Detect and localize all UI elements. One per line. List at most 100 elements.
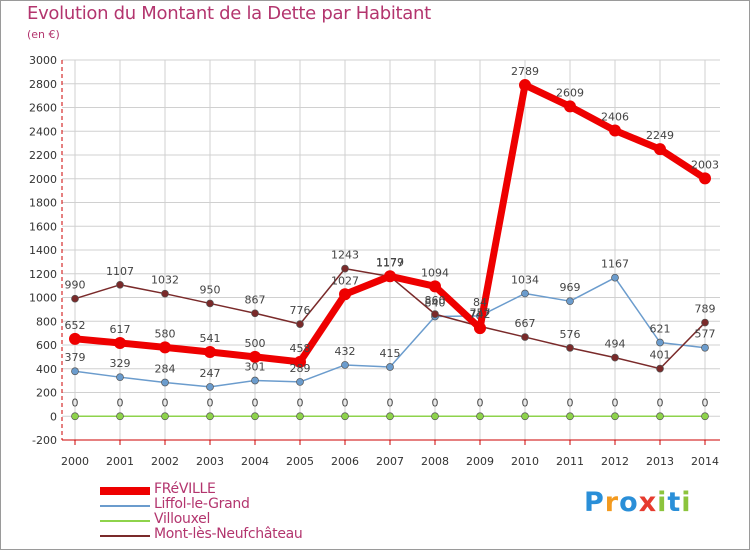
data-label-mont-l-s-neufch-teau: 1032: [151, 274, 179, 287]
data-label-villouxel: 0: [477, 396, 484, 409]
x-tick-label: 2012: [601, 455, 629, 468]
data-label-villouxel: 0: [207, 396, 214, 409]
data-point-liffol-le-grand: [341, 361, 349, 369]
data-label-liffol-le-grand: 379: [65, 351, 86, 364]
data-label-fr-ville: 500: [245, 337, 266, 350]
y-tick-label: 2800: [29, 78, 57, 91]
legend-label: Mont-lès-Neufchâteau: [154, 526, 303, 542]
data-point-mont-l-s-neufch-teau: [341, 264, 349, 273]
data-label-fr-ville: 541: [200, 332, 221, 345]
y-tick-label: 400: [36, 363, 57, 376]
data-point-villouxel: [521, 412, 529, 421]
x-tick-label: 2000: [61, 455, 89, 468]
data-label-mont-l-s-neufch-teau: 667: [515, 317, 536, 330]
data-label-fr-ville: 2789: [511, 65, 539, 78]
data-label-liffol-le-grand: 432: [335, 345, 356, 358]
data-label-fr-ville: 580: [155, 327, 176, 340]
data-point-liffol-le-grand: [566, 297, 574, 306]
data-label-mont-l-s-neufch-teau: 950: [200, 283, 221, 296]
data-point-villouxel: [701, 412, 709, 421]
data-point-mont-l-s-neufch-teau: [566, 344, 574, 352]
data-point-mont-l-s-neufch-teau: [431, 310, 439, 318]
x-tick-label: 2003: [196, 455, 224, 468]
data-point-fr-ville: [384, 270, 396, 283]
x-tick-label: 2011: [556, 455, 584, 468]
data-point-mont-l-s-neufch-teau: [161, 289, 169, 298]
legend-label: Villouxel: [154, 511, 211, 527]
data-point-fr-ville: [294, 355, 306, 368]
y-tick-label: 0: [50, 410, 57, 423]
data-point-liffol-le-grand: [116, 373, 124, 382]
x-tick-label: 2007: [376, 455, 404, 468]
data-point-villouxel: [296, 412, 304, 421]
data-point-fr-ville: [204, 346, 216, 359]
data-point-fr-ville: [69, 332, 81, 345]
data-label-liffol-le-grand: 329: [110, 357, 131, 370]
data-label-mont-l-s-neufch-teau: 494: [605, 338, 626, 351]
legend-swatch: [100, 535, 150, 537]
y-tick-label: 1800: [29, 197, 57, 210]
data-point-villouxel: [386, 412, 394, 421]
data-point-liffol-le-grand: [206, 383, 214, 391]
data-point-villouxel: [206, 412, 214, 421]
data-point-mont-l-s-neufch-teau: [521, 333, 529, 341]
data-label-mont-l-s-neufch-teau: 867: [245, 293, 266, 306]
logo-letter: r: [604, 487, 620, 518]
logo-letter: o: [619, 487, 639, 518]
data-label-fr-ville: 2609: [556, 86, 584, 99]
data-point-fr-ville: [474, 322, 486, 335]
y-tick-label: 1200: [29, 268, 57, 281]
data-point-mont-l-s-neufch-teau: [611, 353, 619, 362]
data-label-villouxel: 0: [702, 396, 709, 409]
data-label-villouxel: 0: [252, 396, 259, 409]
y-tick-label: 1600: [29, 220, 57, 233]
x-tick-label: 2009: [466, 455, 494, 468]
x-tick-label: 2013: [646, 455, 674, 468]
data-point-villouxel: [566, 412, 574, 421]
x-tick-label: 2005: [286, 455, 314, 468]
y-tick-label: 800: [36, 315, 57, 328]
data-point-fr-ville: [114, 336, 126, 349]
y-tick-label: 1000: [29, 292, 57, 305]
data-label-fr-ville: 617: [110, 323, 131, 336]
data-label-mont-l-s-neufch-teau: 1243: [331, 249, 359, 262]
x-tick-label: 2006: [331, 455, 359, 468]
y-tick-label: 2400: [29, 125, 57, 138]
data-label-villouxel: 0: [432, 396, 439, 409]
data-point-liffol-le-grand: [161, 378, 169, 387]
data-point-mont-l-s-neufch-teau: [116, 280, 124, 289]
logo-letter: x: [638, 487, 658, 518]
y-tick-label: 1400: [29, 244, 57, 257]
logo-letter: P: [584, 487, 605, 518]
logo-letter: t: [667, 487, 682, 518]
data-label-fr-ville: 458: [290, 342, 311, 355]
y-tick-label: -200: [32, 434, 57, 447]
data-point-villouxel: [116, 412, 124, 421]
data-point-fr-ville: [564, 100, 576, 113]
proxiti-logo: Proxiti: [584, 487, 692, 518]
data-label-villouxel: 0: [612, 396, 619, 409]
chart-subtitle: (en €): [27, 28, 60, 41]
x-tick-label: 2008: [421, 455, 449, 468]
y-tick-label: 200: [36, 387, 57, 400]
y-tick-label: 3000: [29, 54, 57, 67]
data-label-liffol-le-grand: 247: [200, 367, 221, 380]
data-point-villouxel: [341, 412, 349, 421]
data-point-villouxel: [431, 412, 439, 421]
data-label-villouxel: 0: [162, 396, 169, 409]
data-point-liffol-le-grand: [656, 338, 664, 347]
data-label-liffol-le-grand: 1167: [601, 258, 629, 271]
y-tick-label: 2000: [29, 173, 57, 186]
data-point-villouxel: [476, 412, 484, 421]
data-label-liffol-le-grand: 289: [290, 362, 311, 375]
data-label-fr-ville: 652: [65, 319, 86, 332]
data-label-mont-l-s-neufch-teau: 1177: [376, 256, 404, 269]
data-label-liffol-le-grand: 621: [650, 323, 671, 336]
data-label-villouxel: 0: [72, 396, 79, 409]
data-label-liffol-le-grand: 84: [473, 296, 487, 309]
data-label-liffol-le-grand: 284: [155, 363, 176, 376]
legend-swatch: [100, 487, 150, 495]
data-label-fr-ville: 742: [470, 308, 491, 321]
